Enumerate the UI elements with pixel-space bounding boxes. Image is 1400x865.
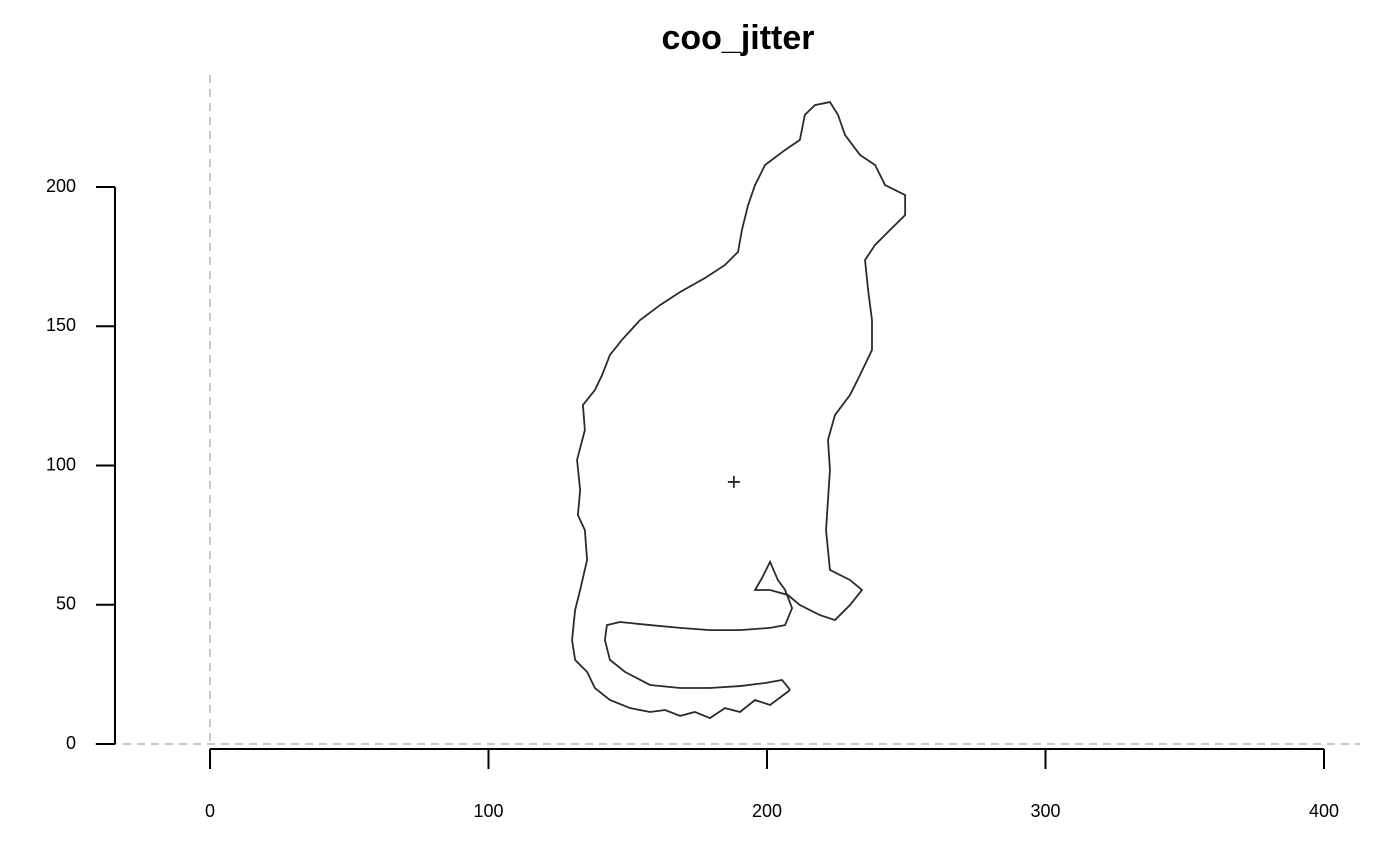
centroid [727, 475, 740, 488]
x-tick-label: 300 [1030, 801, 1060, 821]
x-tick-label: 0 [205, 801, 215, 821]
y-tick-label: 0 [66, 733, 76, 753]
x-tick-label: 100 [473, 801, 503, 821]
x-tick-label: 400 [1309, 801, 1339, 821]
y-tick-label: 150 [46, 315, 76, 335]
y-tick-label: 200 [46, 176, 76, 196]
y-tick-label: 100 [46, 454, 76, 474]
x-tick-label: 200 [752, 801, 782, 821]
chart-title: coo_jitter [661, 19, 814, 57]
y-tick-label: 50 [56, 594, 76, 614]
outline [571, 101, 907, 720]
